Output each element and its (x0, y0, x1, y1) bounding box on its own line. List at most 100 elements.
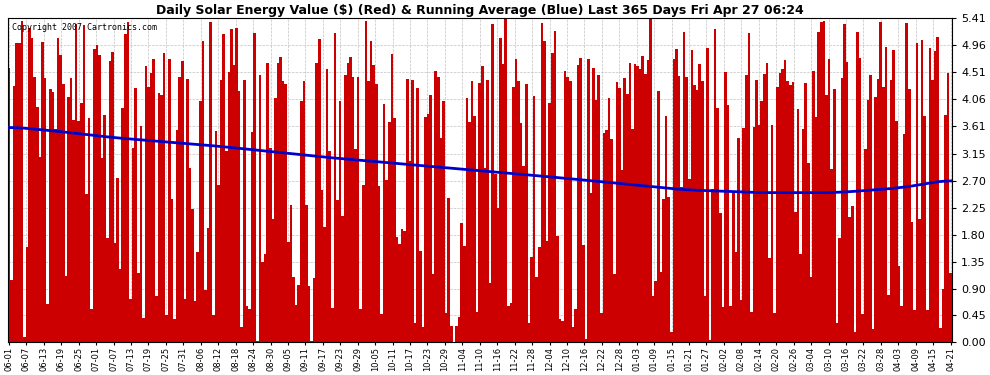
Bar (162, 53, 165, 342)
Bar (111, 52, 114, 342)
Bar (831, 169, 833, 342)
Bar (470, 81, 473, 342)
Bar (90, 309, 93, 342)
Bar (50, 89, 51, 342)
Bar (157, 93, 160, 342)
Bar (778, 73, 781, 342)
Bar (556, 236, 558, 342)
Bar (18, 44, 21, 342)
Bar (693, 85, 696, 342)
Bar (329, 151, 331, 342)
Bar (706, 48, 709, 342)
Bar (207, 228, 210, 342)
Bar (553, 32, 556, 342)
Bar (62, 84, 64, 342)
Bar (548, 103, 550, 342)
Bar (393, 118, 396, 342)
Bar (895, 121, 898, 342)
Bar (561, 321, 564, 342)
Bar (463, 246, 465, 342)
Bar (662, 199, 664, 342)
Bar (96, 45, 98, 342)
Bar (194, 301, 196, 342)
Bar (367, 81, 370, 342)
Bar (8, 68, 10, 342)
Bar (414, 323, 417, 342)
Bar (550, 53, 553, 342)
Bar (659, 272, 662, 342)
Bar (199, 101, 202, 342)
Bar (204, 290, 207, 342)
Bar (621, 170, 624, 342)
Bar (717, 108, 719, 342)
Bar (149, 72, 152, 342)
Bar (678, 76, 680, 342)
Bar (781, 69, 784, 342)
Bar (29, 28, 31, 342)
Bar (287, 242, 290, 342)
Bar (481, 66, 484, 342)
Bar (603, 133, 605, 342)
Bar (321, 190, 324, 342)
Bar (132, 148, 135, 342)
Bar (815, 117, 818, 342)
Bar (841, 78, 843, 342)
Bar (351, 77, 354, 342)
Bar (939, 328, 941, 342)
Bar (236, 28, 238, 342)
Bar (476, 312, 478, 342)
Bar (497, 208, 499, 342)
Bar (839, 238, 841, 342)
Bar (639, 69, 642, 342)
Bar (16, 44, 18, 342)
Bar (124, 34, 127, 342)
Bar (900, 306, 903, 342)
Bar (385, 180, 388, 342)
Bar (165, 315, 168, 342)
Bar (934, 51, 937, 342)
Bar (88, 118, 90, 342)
Bar (869, 75, 872, 342)
Bar (212, 315, 215, 342)
Bar (443, 101, 445, 342)
Bar (507, 306, 510, 342)
Bar (266, 63, 269, 342)
Bar (263, 254, 266, 342)
Bar (802, 129, 805, 342)
Bar (372, 65, 375, 342)
Bar (409, 161, 411, 342)
Bar (258, 75, 261, 342)
Bar (404, 231, 406, 342)
Bar (417, 88, 419, 342)
Bar (504, 20, 507, 342)
Bar (913, 310, 916, 342)
Bar (44, 78, 47, 342)
Bar (349, 57, 351, 342)
Bar (518, 81, 520, 342)
Bar (494, 174, 497, 342)
Bar (191, 209, 194, 342)
Bar (478, 83, 481, 342)
Bar (377, 186, 380, 342)
Bar (93, 49, 96, 342)
Bar (383, 104, 385, 342)
Bar (31, 38, 34, 342)
Bar (890, 80, 892, 342)
Bar (122, 108, 124, 342)
Bar (261, 262, 263, 342)
Bar (688, 179, 691, 342)
Bar (324, 227, 326, 342)
Bar (375, 84, 377, 342)
Bar (491, 24, 494, 342)
Bar (727, 105, 730, 342)
Bar (362, 185, 364, 342)
Bar (435, 71, 437, 342)
Bar (520, 123, 523, 342)
Bar (140, 126, 143, 342)
Bar (582, 245, 584, 342)
Bar (51, 92, 54, 342)
Bar (587, 59, 590, 342)
Bar (906, 23, 908, 342)
Bar (719, 213, 722, 342)
Bar (135, 88, 137, 342)
